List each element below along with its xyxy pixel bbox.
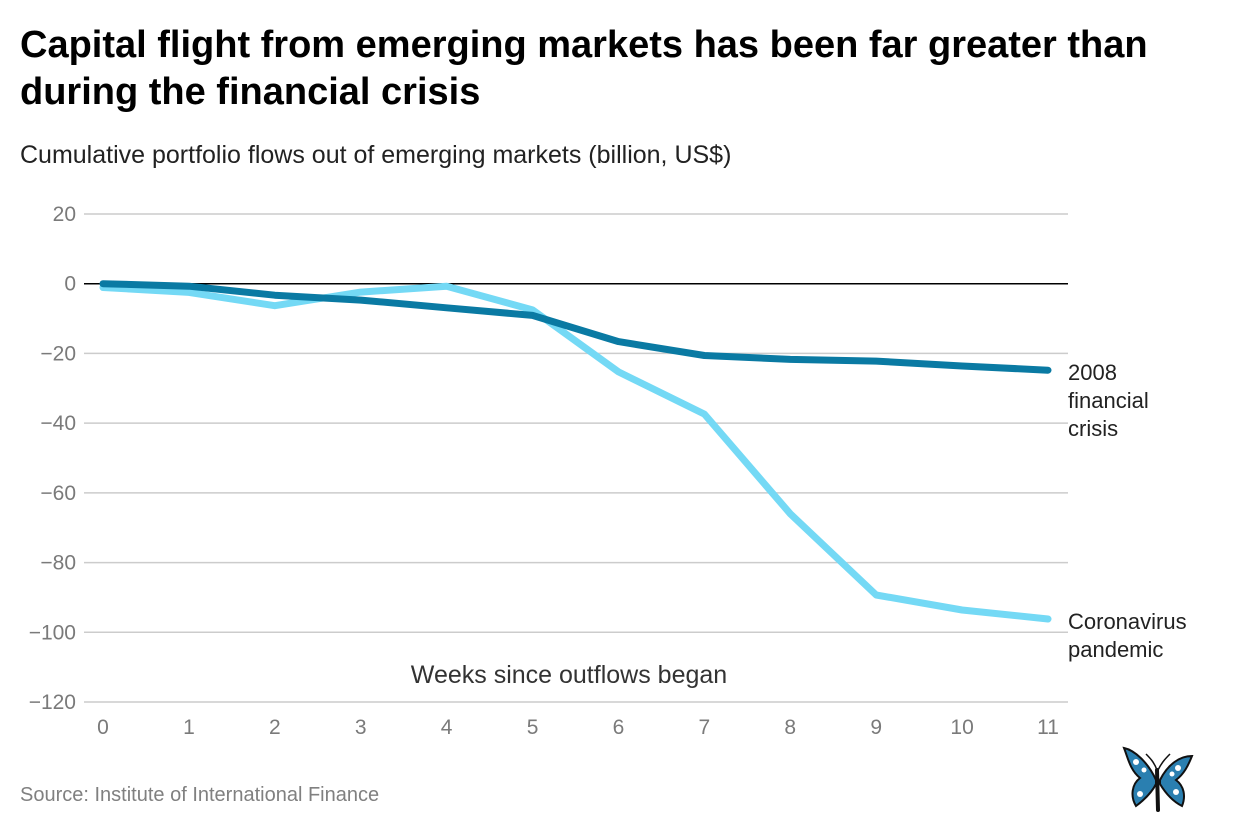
series-layer [99,280,1052,623]
y-tick-label: 20 [53,203,76,226]
series-label-line: Coronavirus [1068,609,1187,634]
chart-subtitle: Cumulative portfolio flows out of emergi… [20,141,732,169]
y-tick-label: −80 [40,552,76,575]
x-tick-label: 7 [699,716,711,739]
y-tick-label: −60 [40,482,76,505]
y-tick-label: −120 [29,691,76,714]
butterfly-logo-icon [1122,746,1194,812]
x-tick-label: 1 [183,716,195,739]
x-axis-ticks: 0 1 2 3 4 5 6 7 8 9 10 11 [97,716,1059,739]
y-tick-label: −20 [40,342,76,365]
x-tick-label: 4 [441,716,453,739]
y-tick-label: 0 [64,273,76,296]
x-tick-label: 6 [613,716,625,739]
series-line-2008-financial-crisis [99,280,1052,374]
grid-layer [84,213,1068,703]
chart-title: Capital flight from emerging markets has… [20,24,1148,113]
x-tick-label: 2 [269,716,281,739]
x-tick-label: 3 [355,716,367,739]
series-label-coronavirus-pandemic: Coronavirus pandemic [1068,609,1187,662]
x-tick-label: 0 [97,716,109,739]
y-tick-label: −40 [40,412,76,435]
y-tick-label: −100 [29,621,76,644]
x-tick-label: 8 [784,716,796,739]
series-line-coronavirus-pandemic [99,282,1052,623]
series-label-line: pandemic [1068,637,1163,662]
series-label-line: crisis [1068,416,1118,441]
series-labels: 2008 financial crisis Coronavirus pandemic [1068,360,1187,662]
x-tick-label: 11 [1037,716,1059,739]
source-note: Source: Institute of International Finan… [20,784,380,806]
series-label-2008-financial-crisis: 2008 financial crisis [1068,360,1149,441]
series-label-line: financial [1068,388,1149,413]
series-label-line: 2008 [1068,360,1117,385]
x-tick-label: 9 [870,716,882,739]
x-axis-label: Weeks since outflows began [411,661,727,689]
x-tick-label: 5 [527,716,539,739]
y-axis-ticks: 20 0 −20 −40 −60 −80 −100 −120 [29,203,76,714]
x-tick-label: 10 [950,716,973,739]
